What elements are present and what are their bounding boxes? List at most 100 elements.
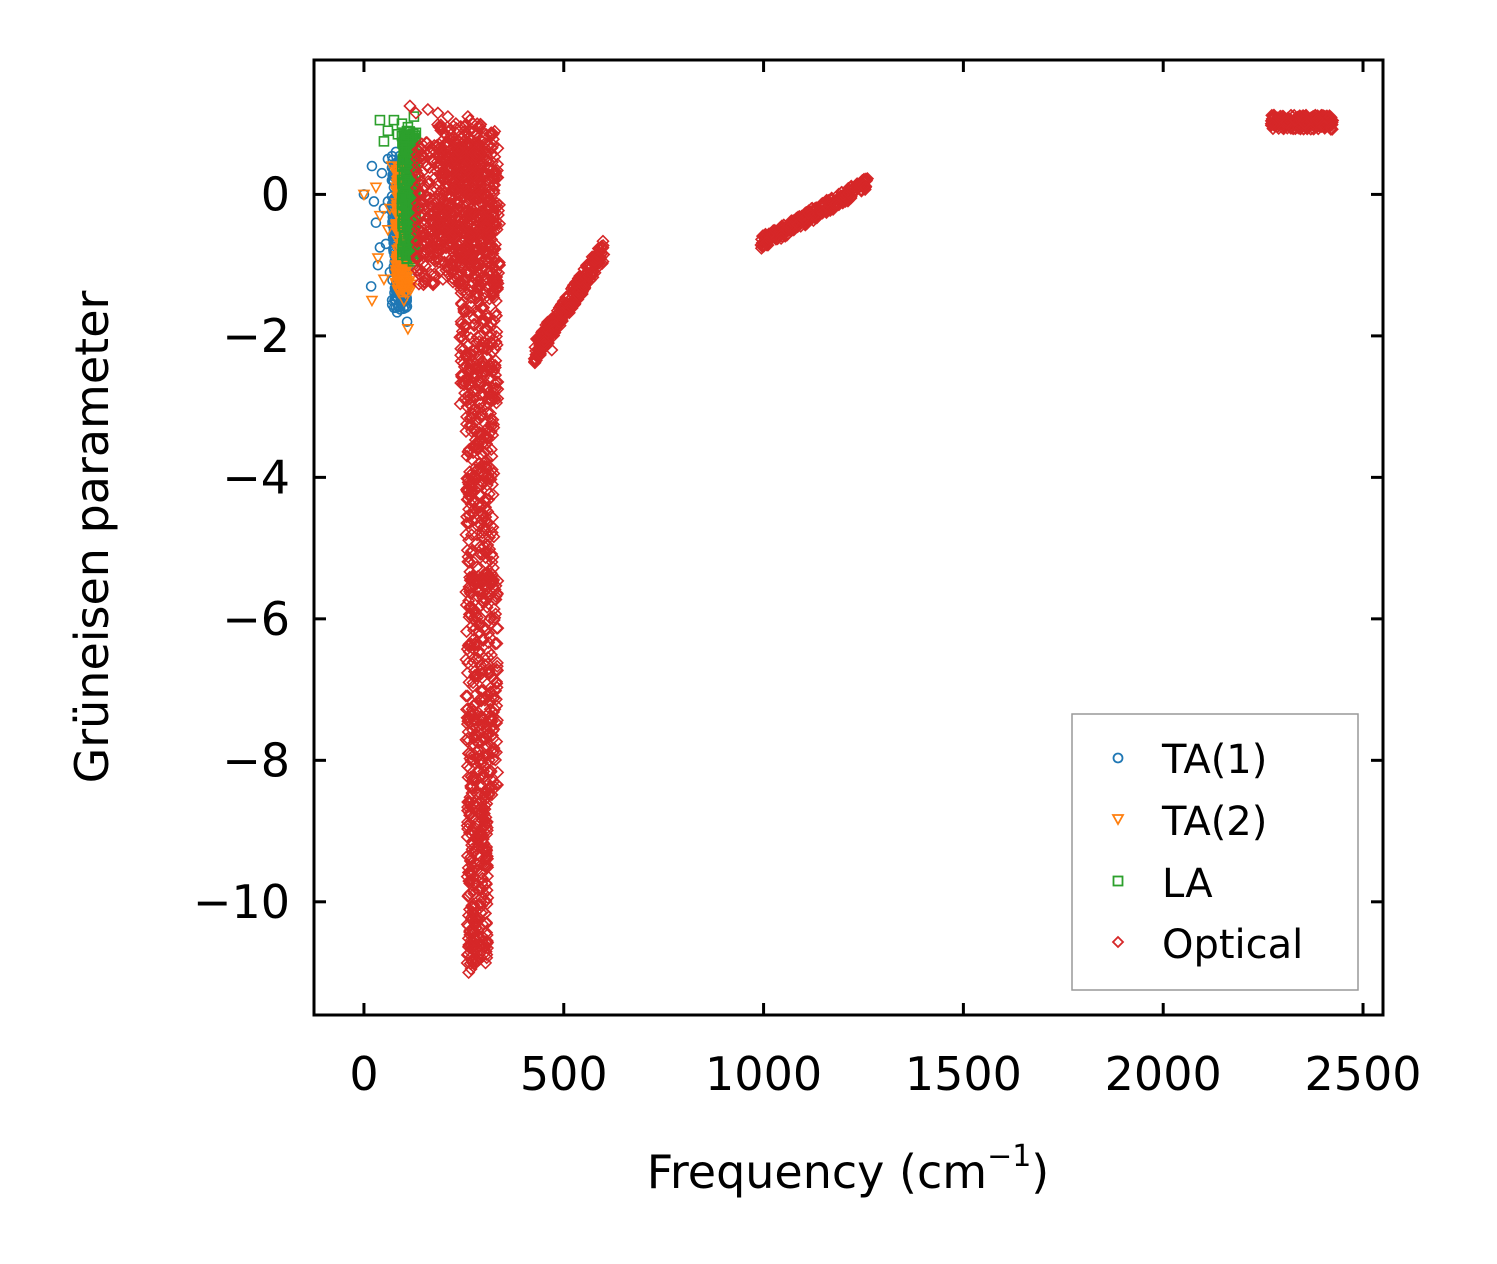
data-point-optical: [594, 251, 608, 265]
data-point-optical: [462, 645, 476, 659]
data-point-ta2: [357, 189, 371, 202]
x-axis-title-superscript: −1: [987, 1139, 1031, 1174]
data-point-optical: [484, 670, 498, 684]
data-point-optical: [483, 702, 497, 716]
data-point-optical: [468, 180, 482, 194]
data-point-optical: [434, 120, 449, 135]
data-point-optical: [465, 507, 480, 521]
data-point-optical: [464, 866, 479, 880]
data-point-optical: [461, 656, 475, 670]
data-point-optical: [585, 267, 599, 281]
data-point-optical: [454, 257, 468, 272]
data-point-la: [396, 198, 408, 209]
data-point-optical: [469, 832, 483, 846]
data-point-optical: [457, 160, 472, 175]
data-point-ta1: [376, 167, 388, 179]
y-tick-label: 0: [261, 167, 290, 221]
data-point-optical: [462, 637, 476, 651]
data-point-optical: [441, 157, 455, 171]
data-point-optical: [461, 889, 475, 904]
data-point-optical: [474, 599, 488, 613]
data-point-ta2: [404, 271, 418, 284]
data-point-optical: [479, 221, 494, 235]
data-point-optical: [460, 156, 474, 171]
data-point-ta2: [365, 295, 379, 308]
data-point-optical: [441, 109, 455, 124]
data-point-ta2: [391, 281, 405, 294]
data-point-optical: [483, 265, 498, 279]
data-point-optical: [471, 442, 486, 456]
data-point-optical: [485, 141, 499, 155]
data-point-ta2: [389, 260, 403, 272]
data-point-ta1: [380, 238, 392, 250]
data-point-optical: [491, 391, 505, 406]
data-point-optical: [469, 573, 483, 587]
data-point-la: [399, 178, 410, 190]
data-point-optical: [463, 113, 477, 127]
data-point-optical: [488, 684, 503, 698]
data-point-optical: [464, 296, 478, 310]
x-tick-label: 2000: [1105, 1047, 1222, 1101]
data-point-optical: [469, 280, 484, 294]
data-point-optical: [485, 547, 499, 561]
data-point-ta2: [397, 295, 411, 308]
data-point-optical: [463, 565, 477, 579]
data-point-optical: [466, 342, 480, 357]
data-point-optical: [445, 182, 460, 196]
data-point-optical: [464, 544, 479, 558]
x-tick-label: 2500: [1304, 1047, 1421, 1101]
data-point-optical: [460, 830, 474, 844]
data-point-optical: [1273, 109, 1287, 123]
data-point-optical: [449, 135, 463, 149]
data-point-optical: [461, 908, 476, 923]
data-point-optical: [490, 157, 505, 171]
data-point-optical: [481, 891, 495, 905]
data-point-optical: [470, 306, 485, 320]
data-point-optical: [454, 166, 468, 181]
data-point-optical: [485, 576, 499, 591]
data-point-optical: [829, 197, 843, 211]
data-point-optical: [417, 145, 431, 159]
data-point-optical: [465, 470, 479, 485]
data-point-optical: [420, 211, 434, 225]
data-point-optical: [480, 936, 494, 951]
data-point-optical: [480, 941, 495, 955]
data-point-optical: [421, 102, 435, 117]
data-point-optical: [545, 343, 559, 357]
data-point-ta2: [373, 210, 387, 223]
data-point-optical: [581, 269, 596, 283]
data-point-optical: [471, 950, 485, 964]
data-point-optical: [456, 332, 471, 346]
data-point-optical: [466, 779, 480, 793]
data-point-optical: [482, 487, 496, 501]
data-point-optical: [808, 207, 822, 222]
data-point-optical: [436, 224, 450, 238]
data-point-optical: [468, 268, 482, 282]
data-point-optical: [471, 825, 485, 839]
data-point-optical: [460, 516, 474, 530]
data-point-optical: [480, 213, 494, 227]
data-point-optical: [457, 177, 471, 192]
data-point-optical: [465, 418, 479, 433]
data-point-optical: [465, 709, 479, 724]
ticks-layer: 0 500 1000 1500 2000 2500 0 −2 −4 −6 −8 −10: [193, 60, 1422, 1101]
data-point-optical: [541, 323, 556, 337]
data-point-optical: [769, 232, 783, 246]
y-tick-label: −10: [193, 875, 290, 929]
data-point-optical: [418, 189, 433, 203]
data-point-optical: [461, 594, 476, 608]
data-point-optical: [469, 635, 483, 649]
data-point-optical: [411, 222, 425, 236]
legend-marker-la: [1112, 875, 1124, 887]
data-point-optical: [462, 938, 476, 952]
data-point-optical: [488, 381, 503, 396]
data-point-optical: [463, 806, 477, 821]
data-point-optical: [468, 575, 482, 589]
data-point-optical: [463, 873, 477, 888]
data-point-optical: [477, 146, 491, 161]
data-point-optical: [460, 711, 474, 725]
data-point-optical: [466, 679, 480, 694]
data-point-optical: [460, 161, 474, 176]
data-point-optical: [467, 605, 481, 619]
data-point-optical: [471, 192, 485, 206]
